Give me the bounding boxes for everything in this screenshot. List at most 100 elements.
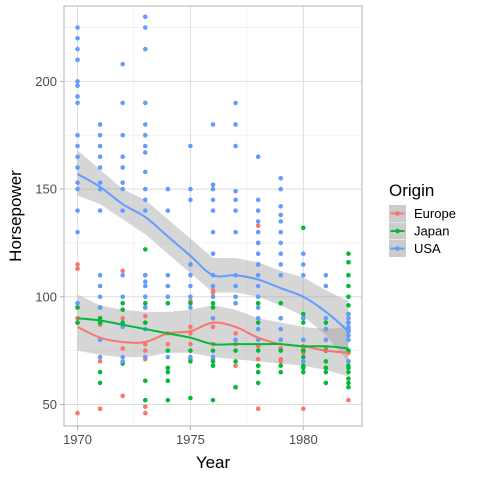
point-japan	[346, 376, 351, 381]
point-japan	[278, 300, 284, 306]
point-usa	[188, 354, 193, 360]
point-usa	[75, 25, 80, 30]
point-usa	[142, 25, 148, 30]
point-usa	[120, 165, 125, 170]
legend-item-japan: Japan	[389, 222, 449, 240]
point-europe	[210, 324, 216, 330]
point-usa	[120, 154, 125, 160]
point-japan	[233, 359, 238, 364]
point-japan	[210, 348, 216, 353]
point-japan	[142, 247, 148, 252]
point-japan	[278, 369, 284, 375]
point-usa	[97, 154, 103, 160]
point-usa	[75, 154, 80, 160]
point-usa	[301, 337, 306, 343]
point-usa	[210, 186, 216, 192]
point-europe	[75, 266, 80, 272]
point-japan	[142, 300, 148, 306]
point-usa	[323, 272, 329, 278]
point-japan	[323, 369, 329, 375]
point-usa	[142, 208, 148, 213]
point-usa	[142, 143, 148, 149]
point-usa	[142, 283, 148, 289]
point-usa	[120, 208, 125, 213]
point-usa	[120, 180, 125, 185]
point-usa	[255, 262, 261, 267]
point-usa	[188, 294, 193, 300]
point-usa	[323, 283, 329, 289]
point-japan	[233, 384, 238, 390]
point-usa	[233, 122, 238, 127]
point-europe	[120, 268, 125, 274]
point-japan	[255, 369, 261, 375]
point-japan	[142, 397, 148, 403]
point-usa	[278, 337, 284, 343]
point-usa	[97, 354, 103, 360]
point-japan	[301, 320, 306, 325]
point-japan	[188, 359, 193, 364]
point-usa	[97, 122, 103, 127]
point-usa	[75, 46, 80, 52]
y-tick-label: 50	[43, 397, 57, 412]
point-usa	[120, 186, 125, 192]
point-usa	[301, 262, 306, 267]
point-usa	[97, 283, 103, 289]
point-europe	[278, 356, 284, 362]
point-usa	[165, 354, 171, 360]
point-japan	[188, 300, 193, 306]
point-usa	[255, 219, 261, 224]
point-usa	[233, 188, 238, 194]
point-japan	[323, 320, 329, 325]
point-usa	[323, 337, 329, 343]
point-usa	[233, 294, 238, 300]
point-usa	[165, 283, 171, 289]
point-usa	[75, 143, 80, 149]
x-tick-label: 1980	[289, 432, 318, 447]
point-usa	[255, 240, 261, 246]
point-usa	[210, 294, 216, 300]
point-europe	[301, 406, 306, 412]
point-usa	[188, 272, 193, 278]
point-usa	[210, 283, 216, 289]
point-usa	[75, 57, 80, 63]
point-europe	[75, 410, 80, 416]
point-usa	[233, 143, 238, 149]
point-usa	[255, 154, 261, 160]
point-japan	[142, 378, 148, 384]
point-japan	[301, 348, 306, 353]
point-usa	[165, 294, 171, 300]
point-usa	[120, 294, 125, 300]
point-usa	[97, 132, 103, 138]
legend-title: Origin	[389, 181, 434, 200]
point-japan	[210, 397, 216, 403]
point-usa	[120, 61, 125, 67]
trend-lines	[77, 173, 350, 354]
point-usa	[255, 283, 261, 289]
point-usa	[210, 122, 216, 127]
point-usa	[346, 333, 351, 338]
point-europe	[255, 356, 261, 362]
point-usa	[346, 320, 351, 325]
point-japan	[210, 300, 216, 306]
plot-panel	[63, 5, 363, 427]
point-japan	[97, 380, 103, 386]
point-japan	[142, 320, 148, 325]
point-usa	[142, 305, 148, 310]
point-japan	[165, 378, 171, 384]
point-usa	[97, 143, 103, 149]
point-usa	[142, 197, 148, 203]
point-usa	[75, 165, 80, 170]
point-usa	[188, 197, 193, 203]
point-japan	[210, 363, 216, 368]
point-usa	[120, 359, 125, 364]
point-europe	[142, 404, 148, 409]
point-europe	[346, 397, 351, 403]
y-tick-label: 150	[35, 182, 57, 197]
point-usa	[97, 272, 103, 278]
point-japan	[120, 307, 125, 312]
point-japan	[165, 300, 171, 306]
trend-line-usa	[77, 173, 350, 332]
confidence-band-usa	[77, 150, 349, 362]
point-usa	[142, 122, 148, 127]
point-japan	[255, 320, 261, 325]
